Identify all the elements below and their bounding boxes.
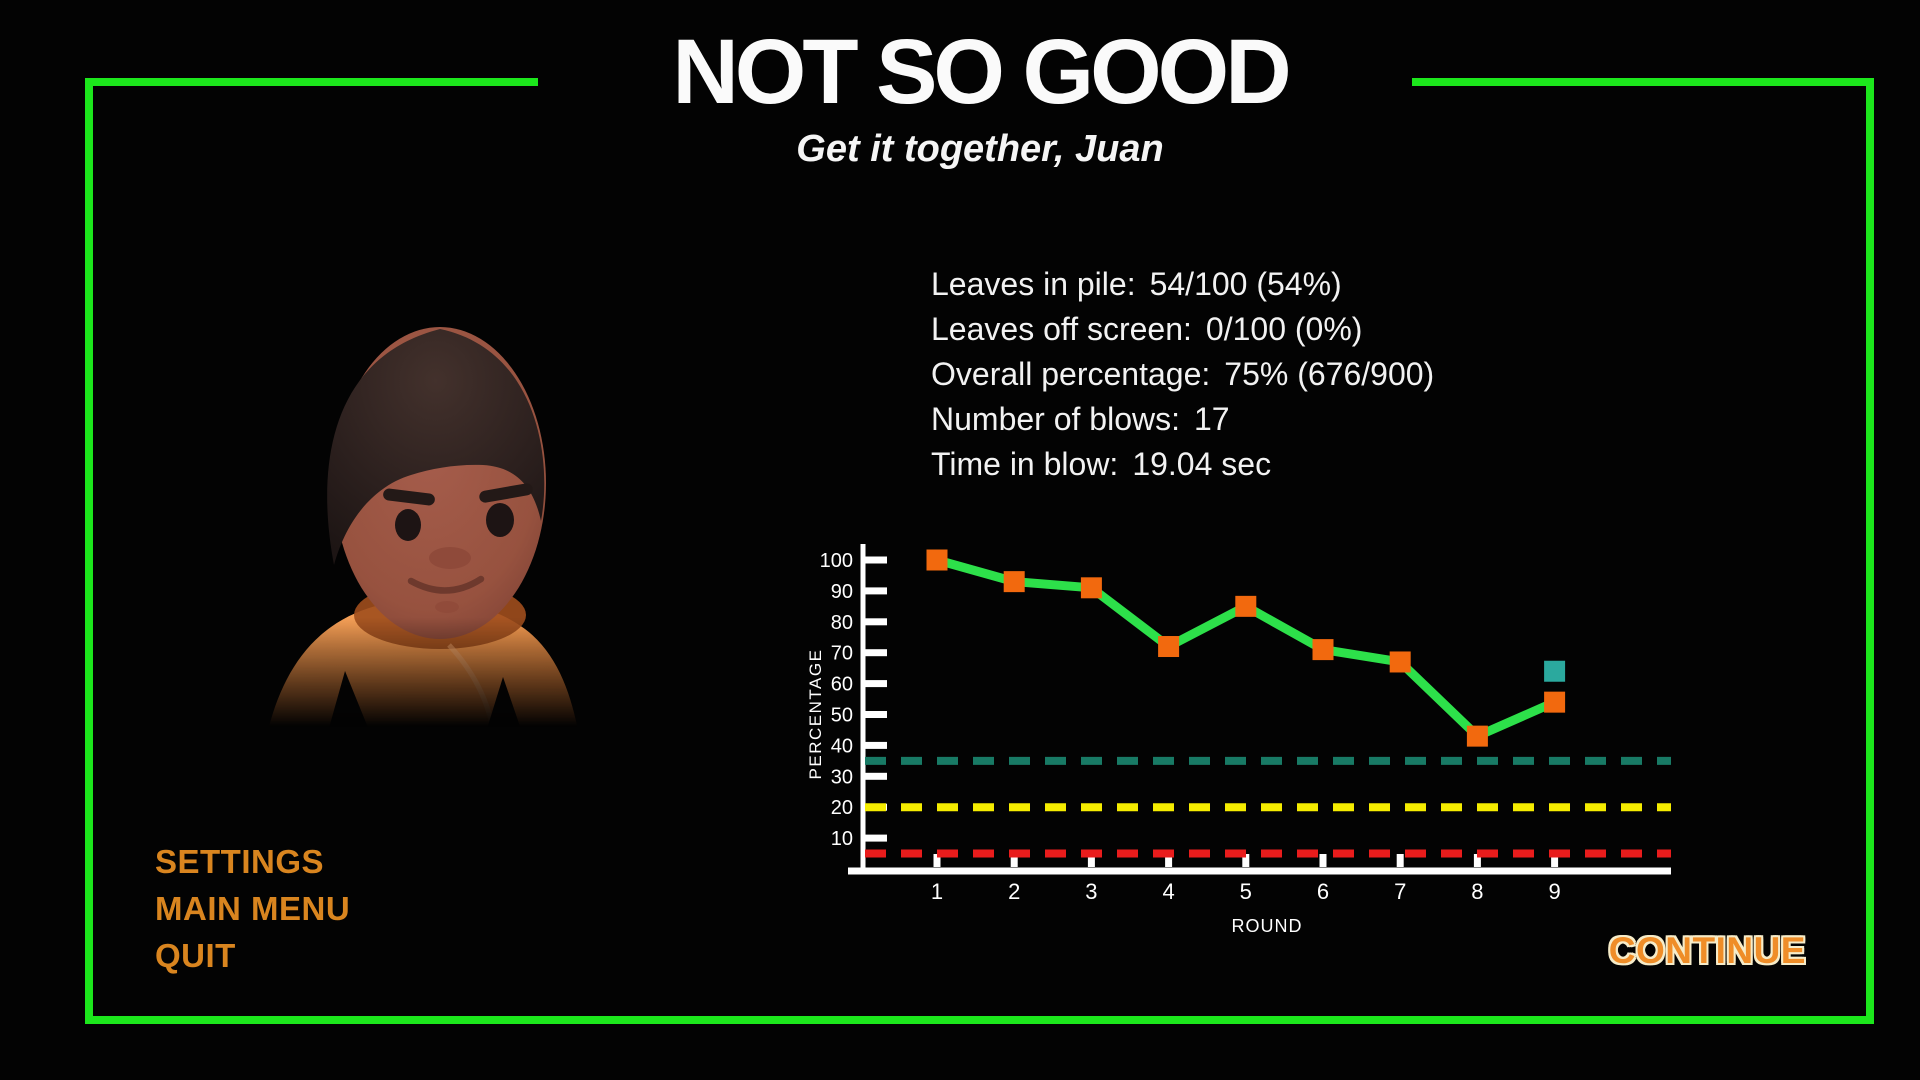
data-point xyxy=(1466,725,1488,747)
y-tick xyxy=(865,618,887,626)
frame-border-right xyxy=(1866,78,1874,1024)
data-point xyxy=(926,549,948,571)
subtitle: Get it together, Juan xyxy=(796,128,1164,170)
data-point xyxy=(1235,595,1257,617)
y-tick xyxy=(865,649,887,657)
x-tick-label: 8 xyxy=(1471,879,1483,904)
performance-chart: 10 20 30 40 50 60 70 80 90 100 1 2 3 4 5 6 7 8 9 PERCENTAGE… xyxy=(806,544,1671,936)
x-tick xyxy=(1551,854,1559,867)
y-tick-label: 30 xyxy=(831,766,853,788)
y-tick-label: 10 xyxy=(831,828,853,850)
y-tick xyxy=(865,741,887,749)
data-point xyxy=(1312,639,1334,661)
quit-button[interactable]: QUIT xyxy=(155,937,236,974)
data-point xyxy=(1389,651,1411,673)
x-tick-label: 2 xyxy=(1008,879,1020,904)
x-tick-label: 6 xyxy=(1317,879,1329,904)
y-tick-label: 20 xyxy=(831,797,853,819)
frame-border-top-right xyxy=(1412,78,1874,86)
x-tick xyxy=(1242,854,1250,867)
y-axis-label: PERCENTAGE xyxy=(806,649,825,780)
player-avatar xyxy=(253,315,589,736)
data-point xyxy=(1080,577,1102,599)
data-point xyxy=(1544,691,1566,713)
x-tick xyxy=(933,854,941,867)
y-tick xyxy=(865,834,887,842)
x-tick-label: 4 xyxy=(1162,879,1174,904)
y-tick xyxy=(865,772,887,780)
continue-button[interactable]: CONTINUE xyxy=(1608,930,1806,971)
x-tick xyxy=(1319,854,1327,867)
avatar-illustration xyxy=(267,327,579,736)
frame-border-top-left xyxy=(85,78,538,86)
x-axis-label: ROUND xyxy=(1232,916,1303,936)
y-tick-label: 60 xyxy=(831,674,853,696)
frame-border-left xyxy=(85,78,93,1024)
secondary-data-point xyxy=(1544,660,1566,682)
stats-panel: Leaves in pile: 54/100 (54%) Leaves off s… xyxy=(931,262,1434,487)
stat-leaves-off-screen: Leaves off screen: 0/100 (0%) xyxy=(931,311,1363,347)
data-point xyxy=(1158,636,1180,658)
x-tick-label: 3 xyxy=(1085,879,1097,904)
x-tick xyxy=(1087,854,1095,867)
stat-number-of-blows: Number of blows: 17 xyxy=(931,401,1230,437)
settings-button[interactable]: SETTINGS xyxy=(155,843,325,880)
x-tick xyxy=(1010,854,1018,867)
x-tick xyxy=(1473,854,1481,867)
y-tick xyxy=(865,587,887,595)
main-menu-button[interactable]: MAIN MENU xyxy=(155,890,351,927)
pause-menu: SETTINGS MAIN MENU QUIT xyxy=(155,838,350,979)
series-line xyxy=(932,555,1560,741)
y-tick-label: 100 xyxy=(820,550,853,572)
x-tick-label: 5 xyxy=(1240,879,1252,904)
x-tick xyxy=(1165,854,1173,867)
y-tick-label: 70 xyxy=(831,643,853,665)
x-tick-label: 9 xyxy=(1548,879,1560,904)
stat-time-in-blow: Time in blow: 19.04 sec xyxy=(931,446,1272,482)
y-tick-label: 50 xyxy=(831,705,853,727)
data-point xyxy=(1003,571,1025,593)
y-tick xyxy=(865,556,887,564)
y-tick-label: 90 xyxy=(831,581,853,603)
frame-border-bottom xyxy=(85,1016,1874,1024)
page-title: NOT SO GOOD xyxy=(672,21,1291,123)
y-tick-label: 80 xyxy=(831,612,853,634)
stat-leaves-in-pile: Leaves in pile: 54/100 (54%) xyxy=(931,266,1342,302)
y-tick xyxy=(865,711,887,718)
stat-overall-percentage: Overall percentage: 75% (676/900) xyxy=(931,356,1435,392)
y-tick-label: 40 xyxy=(831,735,853,757)
x-tick-label: 1 xyxy=(931,879,943,904)
y-tick xyxy=(865,680,887,688)
x-tick-label: 7 xyxy=(1394,879,1406,904)
x-tick xyxy=(1396,854,1404,867)
